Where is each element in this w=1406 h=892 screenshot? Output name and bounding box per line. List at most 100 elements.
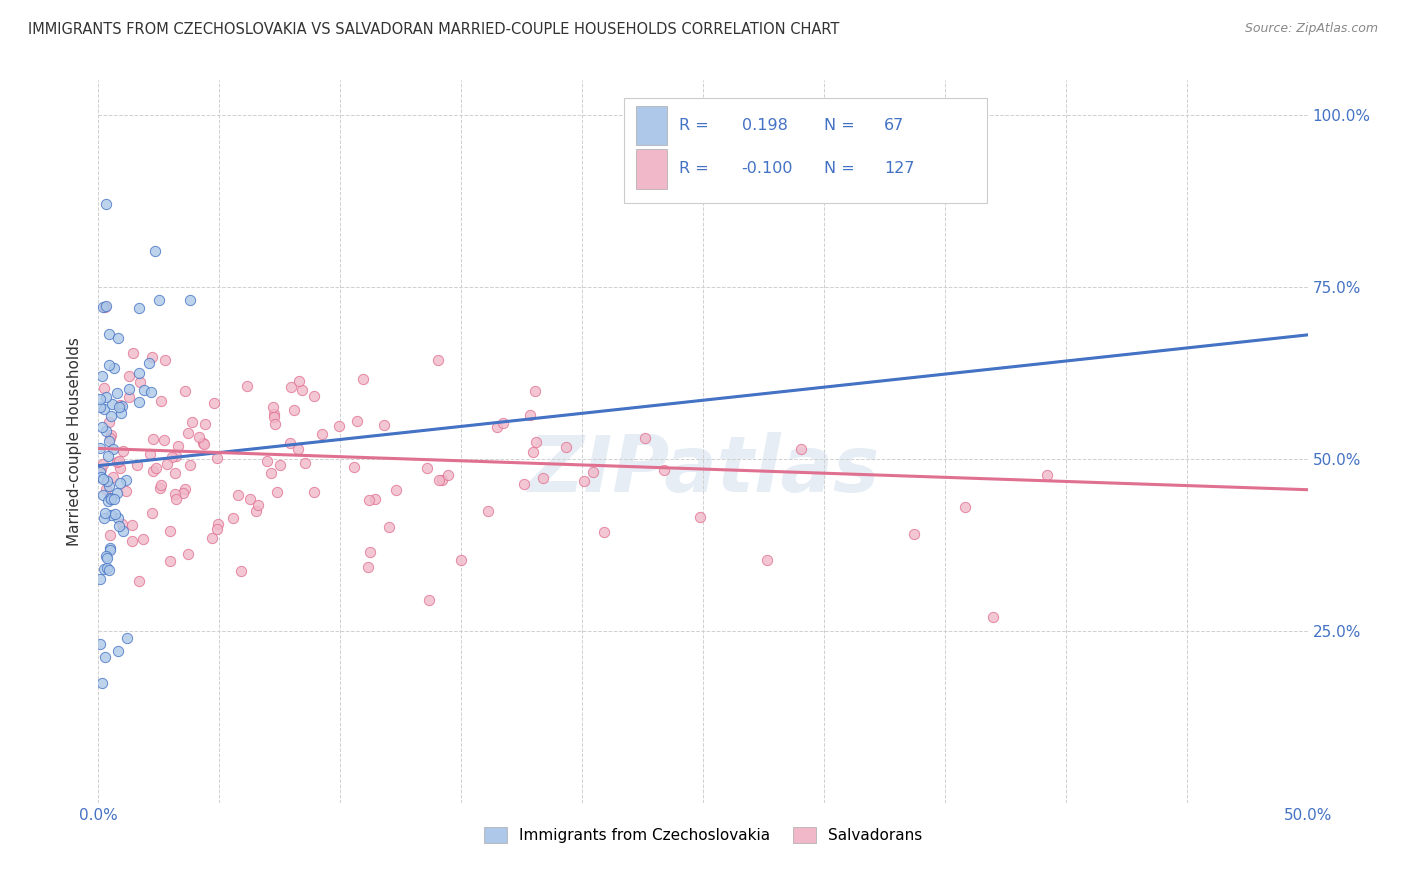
Point	[194, 417, 217, 432]
Point	[103, 491, 125, 506]
Point	[104, 507, 127, 521]
Point	[188, 429, 211, 443]
Point	[256, 454, 278, 468]
Point	[205, 523, 228, 537]
Point	[93, 506, 115, 520]
Point	[179, 293, 201, 308]
Point	[378, 520, 401, 534]
Point	[288, 374, 311, 388]
Text: ZIPatlas: ZIPatlas	[527, 433, 879, 508]
Point	[127, 458, 149, 472]
Point	[357, 560, 380, 574]
Point	[903, 527, 925, 541]
Text: -0.100: -0.100	[742, 161, 793, 176]
Point	[174, 483, 197, 497]
Point	[98, 528, 121, 542]
Point	[107, 644, 129, 658]
Point	[132, 532, 155, 546]
Point	[108, 476, 131, 491]
Point	[634, 432, 657, 446]
Point	[263, 417, 285, 432]
Text: R =: R =	[679, 161, 709, 176]
Point	[128, 574, 150, 588]
Point	[128, 301, 150, 315]
Point	[91, 368, 114, 383]
Point	[427, 352, 450, 367]
Point	[97, 479, 120, 493]
Point	[427, 473, 450, 487]
Point	[141, 350, 163, 364]
Point	[582, 466, 605, 480]
Point	[105, 486, 128, 500]
Point	[235, 379, 257, 393]
Point	[304, 485, 326, 500]
Text: 67: 67	[884, 119, 904, 133]
Point	[89, 465, 111, 479]
Point	[89, 400, 111, 414]
Point	[118, 382, 141, 396]
Point	[159, 524, 181, 538]
Point	[108, 401, 131, 415]
Point	[193, 437, 215, 451]
Point	[239, 491, 262, 506]
Point	[97, 358, 120, 372]
Point	[311, 427, 333, 442]
Legend: Immigrants from Czechoslovakia, Salvadorans: Immigrants from Czechoslovakia, Salvador…	[478, 822, 928, 849]
Point	[132, 383, 155, 397]
Point	[262, 400, 284, 414]
Point	[98, 541, 121, 555]
Point	[91, 301, 114, 315]
Text: N =: N =	[824, 161, 855, 176]
Point	[165, 466, 187, 480]
Point	[89, 572, 111, 586]
Point	[554, 441, 576, 455]
Text: N =: N =	[824, 119, 855, 133]
Point	[93, 401, 115, 416]
Point	[205, 451, 228, 466]
Text: IMMIGRANTS FROM CZECHOSLOVAKIA VS SALVADORAN MARRIED-COUPLE HOUSEHOLDS CORRELATI: IMMIGRANTS FROM CZECHOSLOVAKIA VS SALVAD…	[28, 22, 839, 37]
Point	[91, 457, 114, 471]
Point	[492, 417, 515, 431]
Point	[101, 442, 124, 456]
Point	[89, 441, 111, 455]
Point	[98, 432, 121, 446]
Point	[138, 447, 160, 461]
Point	[94, 197, 117, 211]
Point	[343, 460, 366, 475]
Point	[385, 483, 408, 497]
Point	[96, 474, 118, 488]
Point	[93, 511, 115, 525]
Point	[269, 458, 291, 472]
Bar	[637, 105, 666, 145]
Point	[524, 435, 547, 450]
Point	[128, 376, 150, 390]
Point	[174, 384, 197, 398]
Point	[110, 460, 132, 475]
Text: R =: R =	[679, 119, 709, 133]
Point	[165, 487, 187, 501]
Point	[115, 484, 138, 499]
Point	[112, 444, 135, 458]
Point	[260, 466, 283, 480]
Point	[94, 301, 117, 315]
Point	[105, 455, 128, 469]
Point	[98, 491, 121, 505]
Point	[97, 415, 120, 429]
Point	[193, 435, 215, 450]
Point	[112, 524, 135, 539]
Point	[364, 491, 387, 506]
Point	[153, 433, 176, 447]
Point	[100, 427, 122, 442]
Point	[165, 491, 187, 506]
Point	[110, 406, 132, 420]
Point	[111, 517, 134, 532]
Point	[229, 564, 252, 578]
Point	[953, 500, 976, 515]
Point	[121, 534, 143, 549]
Point	[98, 563, 121, 577]
Point	[148, 293, 170, 308]
Point	[165, 450, 187, 464]
Point	[450, 552, 472, 566]
Point	[117, 631, 139, 645]
Point	[139, 385, 162, 400]
